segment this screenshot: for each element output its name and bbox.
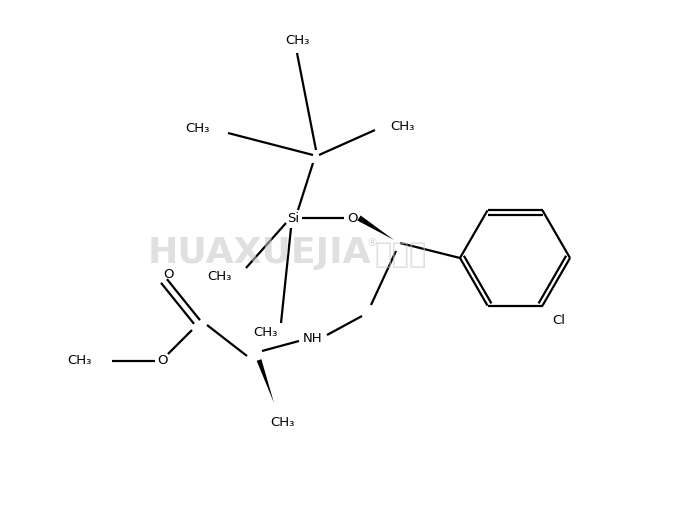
Text: CH₃: CH₃ [186,123,210,135]
Polygon shape [256,359,274,403]
Polygon shape [358,215,394,240]
Text: CH₃: CH₃ [254,326,278,340]
Text: CH₃: CH₃ [285,34,309,48]
Text: O: O [163,268,173,282]
Text: Cl: Cl [552,314,566,327]
Text: CH₃: CH₃ [207,269,232,283]
Text: O: O [347,211,357,225]
Text: CH₃: CH₃ [270,417,294,429]
Text: O: O [158,354,168,367]
Text: 化学加: 化学加 [375,241,428,269]
Text: Si: Si [287,211,299,225]
Text: NH: NH [303,331,323,345]
Text: CH₃: CH₃ [67,354,92,367]
Text: HUAXUEJIA: HUAXUEJIA [148,236,372,270]
Text: ®: ® [367,238,378,248]
Text: CH₃: CH₃ [390,121,414,133]
